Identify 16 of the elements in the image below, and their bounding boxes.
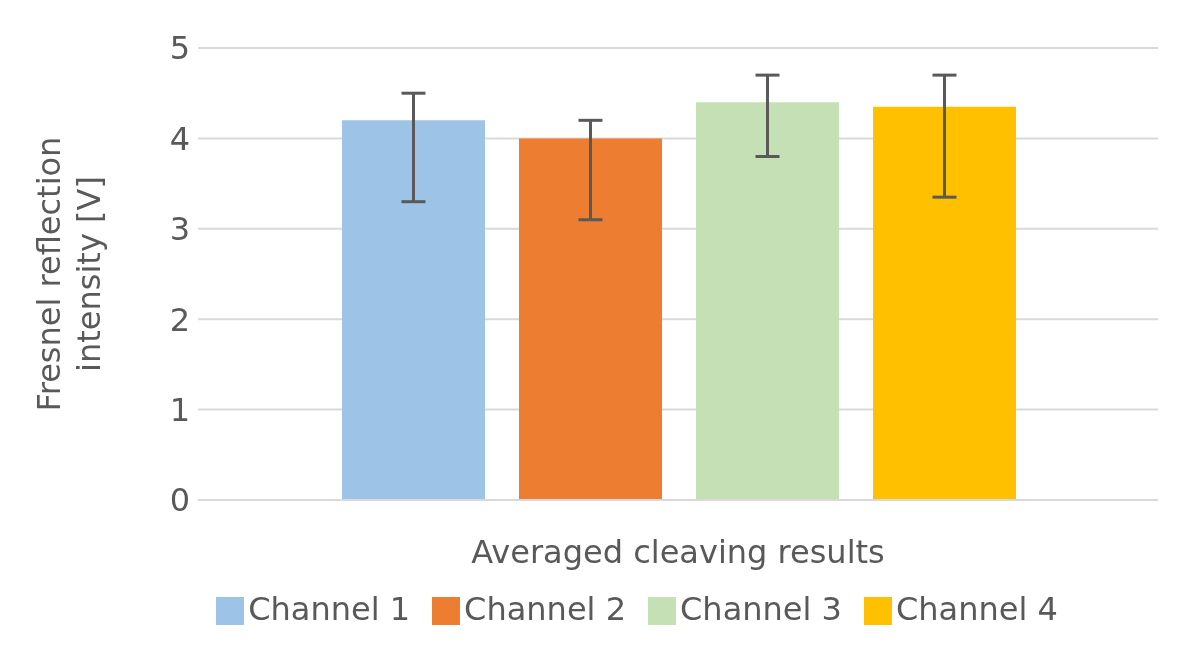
y-tick-label: 0	[169, 481, 190, 520]
y-tick-label: 3	[169, 210, 190, 249]
y-axis-title: Fresnel reflection intensity [V]	[30, 136, 108, 412]
legend-label: Channel 4	[895, 590, 1058, 628]
y-tick-label: 2	[169, 300, 190, 339]
bar	[696, 102, 839, 500]
legend-label: Channel 2	[464, 590, 626, 628]
bar	[519, 138, 662, 500]
legend-label: Channel 1	[248, 590, 411, 628]
bar	[873, 106, 1016, 500]
y-tick-label: 1	[169, 390, 190, 429]
y-tick-label: 5	[169, 29, 190, 68]
legend-label: Channel 3	[680, 590, 842, 628]
x-tick-label: Averaged cleaving results	[471, 532, 885, 571]
y-tick-label: 4	[169, 119, 190, 158]
bar	[342, 120, 485, 500]
